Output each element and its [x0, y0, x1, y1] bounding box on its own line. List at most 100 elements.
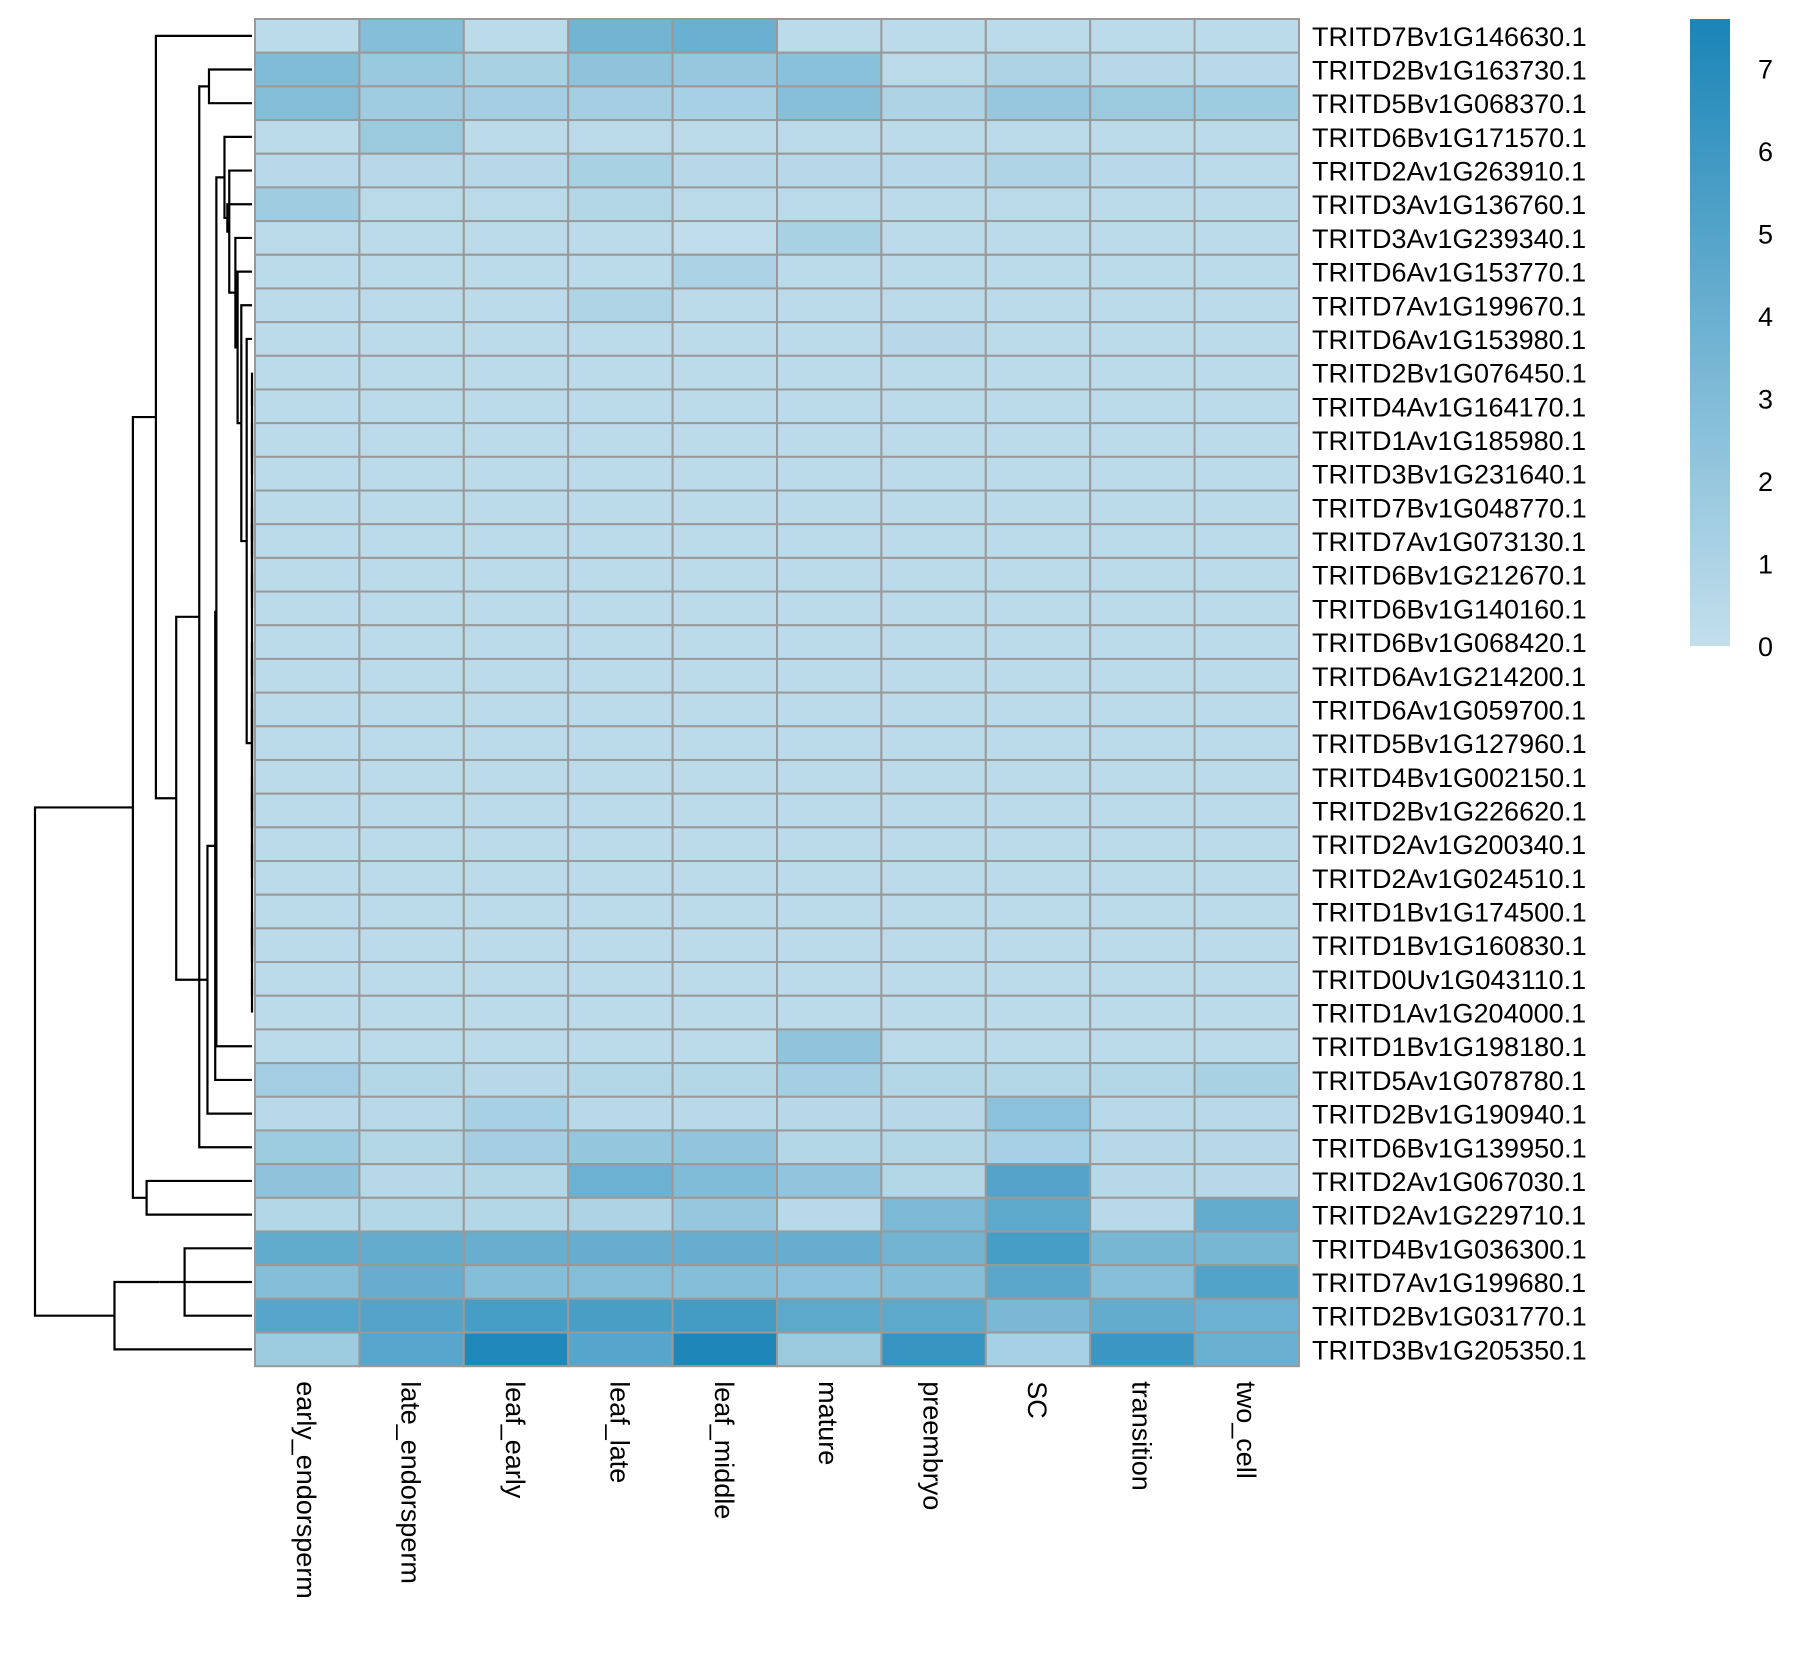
heatmap-cell [358, 556, 465, 593]
heatmap-cell [358, 523, 465, 559]
heatmap-cell [776, 927, 883, 964]
heatmap-cell [462, 860, 570, 896]
heatmap-cell [1089, 287, 1196, 324]
heatmap-cell [776, 961, 883, 997]
heatmap-cell [254, 1264, 361, 1300]
heatmap-cell [1089, 354, 1196, 391]
heatmap-cell [1193, 792, 1300, 829]
heatmap-cell [358, 691, 465, 728]
heatmap-cell [776, 1163, 883, 1199]
heatmap-cell [1089, 1129, 1196, 1166]
heatmap-cell [358, 489, 465, 526]
heatmap-cell [1193, 85, 1300, 122]
heatmap-cell [984, 523, 1092, 559]
heatmap-cell [462, 657, 570, 694]
heatmap-cell [984, 455, 1092, 492]
heatmap-cell [1089, 1163, 1196, 1199]
heatmap-cell [984, 758, 1092, 795]
heatmap-cell [254, 388, 361, 425]
heatmap-cell [462, 422, 570, 458]
legend-tick-label: 7 [1758, 55, 1773, 85]
heatmap-cell [984, 725, 1092, 761]
row-label: TRITD3Av1G136760.1 [1312, 190, 1586, 220]
heatmap-cell [671, 287, 778, 324]
heatmap-cell [984, 1129, 1092, 1166]
heatmap-cell [358, 1095, 465, 1132]
column-labels: early_endorsperm late_endorsperm leaf_earl… [291, 1381, 1261, 1599]
heatmap-cell [1193, 18, 1300, 54]
heatmap-cell [776, 1028, 883, 1065]
heatmap-cell [776, 85, 883, 122]
row-label: TRITD2Bv1G190940.1 [1312, 1100, 1587, 1130]
heatmap-cell [776, 186, 883, 223]
heatmap-cell [1089, 1297, 1196, 1334]
heatmap-cell [358, 1129, 465, 1166]
heatmap-cell [776, 152, 883, 189]
row-label: TRITD2Av1G024510.1 [1312, 864, 1586, 894]
heatmap-cell [984, 860, 1092, 896]
heatmap-cell [984, 287, 1092, 324]
heatmap-cell [984, 624, 1092, 660]
heatmap-cell [776, 422, 883, 458]
heatmap-cell [671, 556, 778, 593]
heatmap-cell [671, 792, 778, 829]
heatmap-cell [567, 657, 674, 694]
heatmap-cell [1089, 556, 1196, 593]
heatmap-cell [984, 826, 1092, 863]
heatmap-cell [358, 287, 465, 324]
heatmap-cell [776, 1331, 883, 1368]
heatmap-cell [567, 51, 674, 88]
heatmap-cell [567, 927, 674, 964]
heatmap-cell [671, 388, 778, 425]
heatmap-cell [358, 826, 465, 863]
legend-tick-label: 3 [1758, 385, 1773, 415]
heatmap-cell [254, 455, 361, 492]
heatmap-cell [358, 354, 465, 391]
heatmap-cell [1193, 1095, 1300, 1132]
heatmap-cell [880, 624, 987, 660]
column-label: leaf_late [604, 1381, 634, 1483]
row-label: TRITD6Bv1G212670.1 [1312, 561, 1587, 591]
heatmap-cell [776, 388, 883, 425]
dendrogram-branch [198, 85, 252, 1149]
heatmap-cell [1193, 1062, 1300, 1098]
row-labels: TRITD7Bv1G146630.1TRITD2Bv1G163730.1TRIT… [1312, 22, 1587, 1366]
column-label: transition [1126, 1381, 1156, 1491]
heatmap-cell [462, 1163, 570, 1199]
heatmap-cell [776, 893, 883, 930]
heatmap-cell [671, 994, 778, 1031]
heatmap-cell [567, 826, 674, 863]
row-label: TRITD5Bv1G127960.1 [1312, 729, 1587, 759]
heatmap-cell [880, 18, 987, 54]
heatmap-cell [671, 1062, 778, 1098]
heatmap-cell [1089, 523, 1196, 559]
heatmap-cell [984, 321, 1092, 357]
heatmap-cell [254, 556, 361, 593]
heatmap-cell [567, 1230, 674, 1267]
heatmap-cell [671, 657, 778, 694]
heatmap-cell [567, 758, 674, 795]
heatmap-cell [984, 893, 1092, 930]
heatmap-cell [1193, 51, 1300, 88]
heatmap-cell [254, 1095, 361, 1132]
heatmap-cell [1089, 927, 1196, 964]
heatmap-cell [776, 590, 883, 627]
heatmap-cell [984, 489, 1092, 526]
heatmap-cell [671, 1230, 778, 1267]
heatmap-cell [358, 1028, 465, 1065]
row-label: TRITD1Bv1G174500.1 [1312, 898, 1587, 928]
heatmap-cell [671, 253, 778, 290]
row-label: TRITD3Bv1G231640.1 [1312, 460, 1587, 490]
heatmap-cell [254, 354, 361, 391]
heatmap-cell [1089, 152, 1196, 189]
column-label: leaf_early [500, 1381, 530, 1499]
dendrogram-branch [131, 415, 156, 1199]
heatmap-cell [880, 994, 987, 1031]
heatmap-cell [462, 725, 570, 761]
heatmap-cell [462, 489, 570, 526]
heatmap-cell [567, 186, 674, 223]
column-label: preembryo [918, 1381, 948, 1510]
heatmap-cell [567, 893, 674, 930]
heatmap-cell [1193, 489, 1300, 526]
heatmap-cell [462, 893, 570, 930]
